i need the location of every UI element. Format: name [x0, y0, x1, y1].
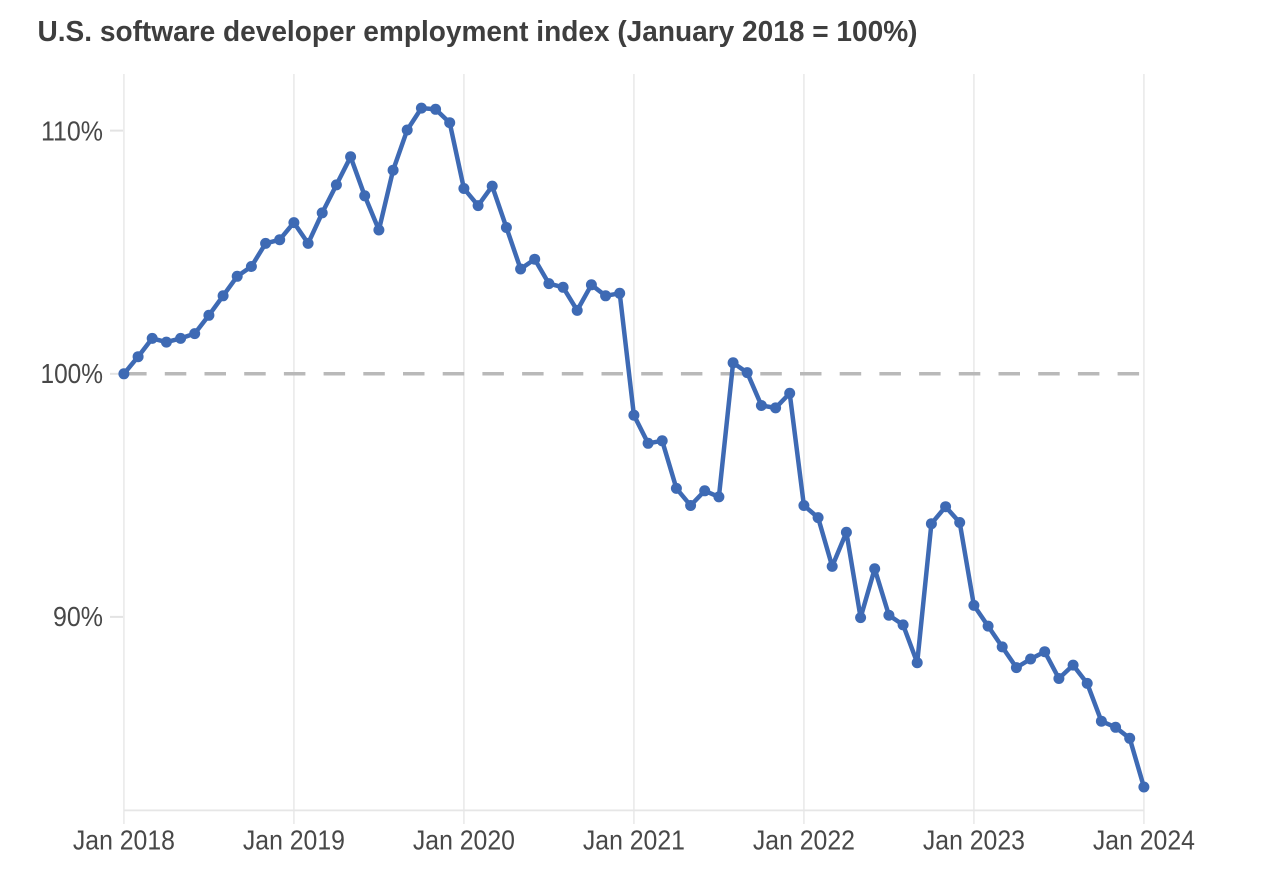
svg-text:100%: 100%	[41, 358, 104, 389]
svg-text:110%: 110%	[41, 116, 103, 147]
svg-text:Jan 2018: Jan 2018	[73, 825, 175, 856]
svg-text:Jan 2019: Jan 2019	[243, 825, 345, 856]
svg-text:90%: 90%	[53, 601, 103, 632]
svg-text:Jan 2024: Jan 2024	[1093, 825, 1195, 856]
svg-text:Jan 2023: Jan 2023	[923, 825, 1025, 856]
svg-text:Jan 2021: Jan 2021	[583, 825, 685, 856]
svg-text:Jan 2022: Jan 2022	[753, 825, 855, 856]
svg-text:Jan 2020: Jan 2020	[413, 825, 515, 856]
svg-text:U.S. software developer employ: U.S. software developer employment index…	[38, 16, 918, 48]
